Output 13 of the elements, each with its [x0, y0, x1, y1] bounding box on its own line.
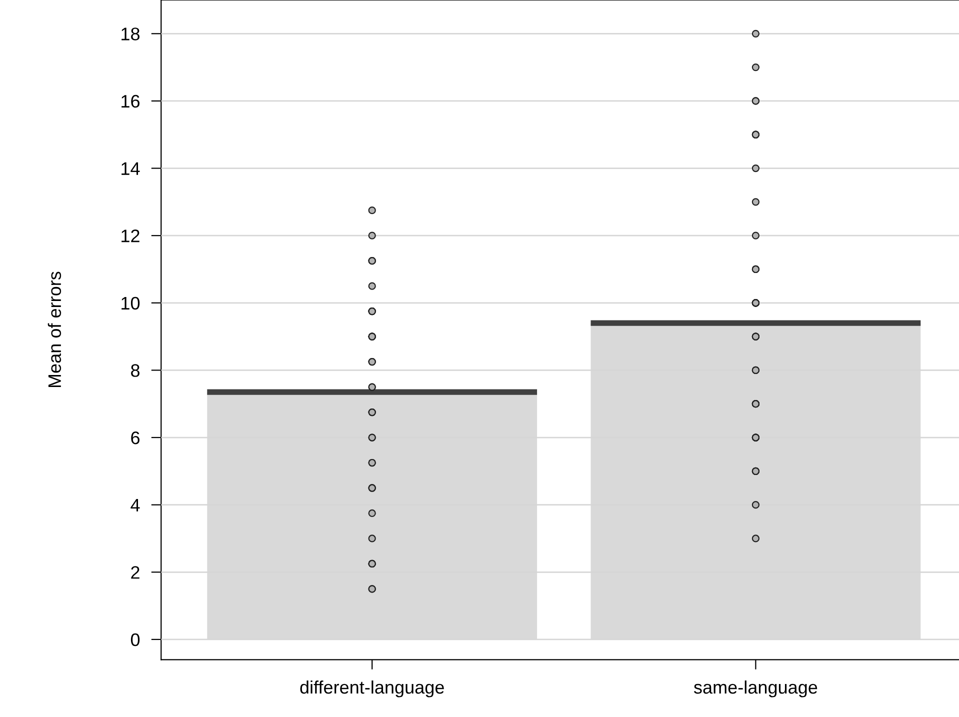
y-tick-label: 18	[122, 28, 140, 40]
y-tick-label: 6	[131, 431, 140, 444]
x-tick-label: same-language	[694, 680, 818, 698]
y-tick-label: 4	[130, 498, 140, 512]
y-tick-label: 10	[122, 296, 140, 310]
y-tick-label: 2	[131, 566, 140, 579]
y-tick-label: 16	[122, 94, 140, 108]
y-tick-label: 12	[122, 230, 140, 242]
y-tick-label: 8	[131, 364, 140, 377]
y-tick-label: 0	[130, 633, 140, 646]
x-tick-label: different-language	[300, 680, 444, 698]
y-axis-title: Mean of errors	[48, 272, 62, 388]
y-tick-label: 14	[122, 162, 140, 175]
